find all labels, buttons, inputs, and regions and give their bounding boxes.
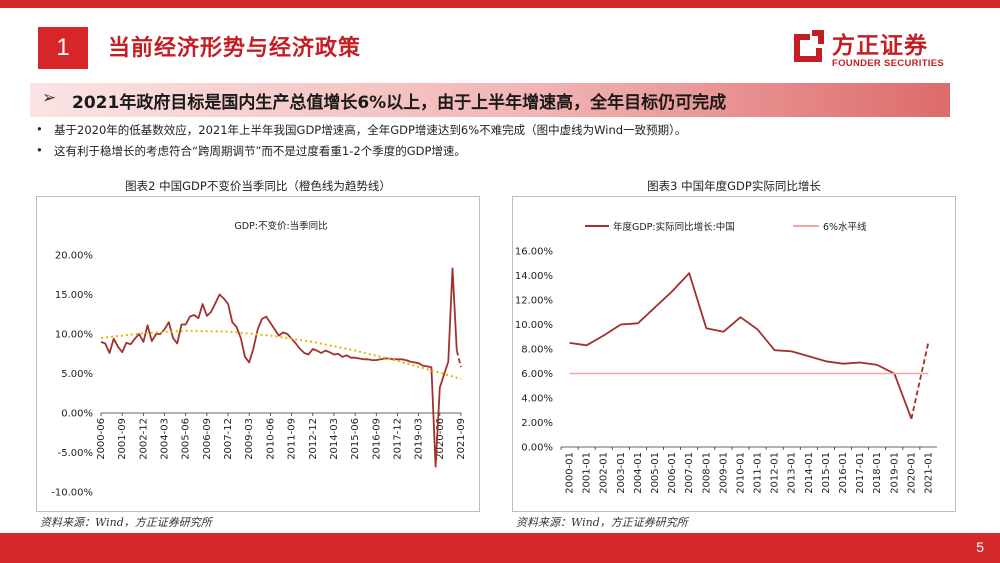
x-tick-label: 2009-01 xyxy=(718,452,729,494)
legend-label: 年度GDP:实际同比增长:中国 xyxy=(613,221,735,233)
section-number-badge: 1 xyxy=(38,27,88,69)
founder-logo-icon xyxy=(794,30,824,62)
arrow-bullet-icon: ➢ xyxy=(42,88,57,108)
x-tick-label: 2007-12 xyxy=(223,418,234,460)
x-tick-label: 2005-01 xyxy=(650,452,661,494)
y-tick-label: 20.00% xyxy=(55,251,93,262)
series-line xyxy=(100,267,458,468)
y-tick-label: 0.00% xyxy=(521,443,553,454)
top-accent-bar xyxy=(0,0,1000,8)
series-line xyxy=(100,329,462,380)
y-tick-label: 6.00% xyxy=(521,369,553,380)
y-tick-label: 0.00% xyxy=(61,409,93,420)
x-tick-label: 2013-01 xyxy=(787,452,798,494)
x-tick-label: 2000-01 xyxy=(565,452,576,494)
bullet-text: 这有利于稳增长的考虑符合“跨周期调节”而不是过度看重1-2个季度的GDP增速。 xyxy=(54,144,466,158)
x-tick-label: 2017-12 xyxy=(392,418,403,460)
x-tick-label: 2006-09 xyxy=(202,418,213,460)
logo-english-name: FOUNDER SECURITIES xyxy=(832,58,945,69)
y-tick-label: 15.00% xyxy=(55,290,93,301)
x-tick-label: 2004-01 xyxy=(633,452,644,494)
y-tick-label: 16.00% xyxy=(515,247,553,258)
headline-text: 2021年政府目标是国内生产总值增长6%以上，由于上半年增速高，全年目标仍可完成 xyxy=(72,93,727,113)
x-tick-label: 2019-01 xyxy=(889,452,900,494)
x-tick-label: 2015-06 xyxy=(350,418,361,460)
x-tick-label: 2020-06 xyxy=(435,418,446,460)
gdp-annual-chart: 年度GDP:实际同比增长:中国 6%水平线 16.00% 14.00% 12.00% 10… xyxy=(515,221,937,494)
chart-source: 资料来源：Wind，方正证券研究所 xyxy=(40,516,212,529)
x-tick-label: 2021-09 xyxy=(456,418,467,460)
headline-banner: ➢ 2021年政府目标是国内生产总值增长6%以上，由于上半年增速高，全年目标仍可… xyxy=(30,83,950,117)
footer-bar: 5 xyxy=(0,533,1000,563)
chart-source: 资料来源：Wind，方正证券研究所 xyxy=(516,516,688,529)
x-tick-label: 2001-09 xyxy=(117,418,128,460)
x-tick-label: 2014-01 xyxy=(804,452,815,494)
series-line xyxy=(910,341,930,419)
series-line xyxy=(455,350,462,368)
x-tick-label: 2001-01 xyxy=(582,452,593,494)
y-tick-label: -10.00% xyxy=(51,488,93,499)
y-tick-label: 10.00% xyxy=(55,330,93,341)
bullet-text: 基于2020年的低基数效应，2021年上半年我国GDP增速高，全年GDP增速达到… xyxy=(54,123,687,137)
x-tick-label: 2012-01 xyxy=(770,452,781,494)
gdp-quarterly-chart-frame: GDP:不变价:当季同比 20.00% 15.00% 10.00% 5.00% 0.00%… xyxy=(36,196,480,512)
chart-title: GDP:不变价:当季同比 xyxy=(234,220,327,232)
gdp-annual-chart-frame: 年度GDP:实际同比增长:中国 6%水平线 16.00% 14.00% 12.00% 10… xyxy=(512,196,956,512)
y-tick-label: 5.00% xyxy=(61,369,93,380)
x-tick-label: 2016-01 xyxy=(838,452,849,494)
bullet-dot-icon: • xyxy=(36,143,43,157)
company-logo: 方正证券 FOUNDER SECURITIES xyxy=(790,26,955,74)
x-tick-label: 2014-03 xyxy=(329,418,340,460)
x-tick-label: 2018-01 xyxy=(872,452,883,494)
x-tick-label: 2011-09 xyxy=(287,418,298,460)
x-tick-label: 2004-03 xyxy=(160,418,171,460)
logo-chinese-name: 方正证券 xyxy=(832,33,928,59)
y-tick-label: 14.00% xyxy=(515,271,553,282)
x-tick-label: 2010-06 xyxy=(265,418,276,460)
x-tick-label: 2006-01 xyxy=(667,452,678,494)
y-tick-label: 8.00% xyxy=(521,345,553,356)
x-tick-label: 2005-06 xyxy=(181,418,192,460)
x-tick-label: 2007-01 xyxy=(684,452,695,494)
x-tick-label: 2020-01 xyxy=(906,452,917,494)
x-tick-label: 2002-12 xyxy=(138,418,149,460)
gdp-quarterly-chart: GDP:不变价:当季同比 20.00% 15.00% 10.00% 5.00% 0.00%… xyxy=(51,220,467,499)
bullet-dot-icon: • xyxy=(36,122,43,136)
x-tick-label: 2012-12 xyxy=(308,418,319,460)
y-tick-label: 4.00% xyxy=(521,394,553,405)
y-tick-label: 10.00% xyxy=(515,320,553,331)
x-tick-label: 2019-03 xyxy=(414,418,425,460)
page-title: 当前经济形势与经济政策 xyxy=(108,36,362,61)
x-tick-label: 2015-01 xyxy=(821,452,832,494)
series-line xyxy=(569,272,913,420)
x-tick-label: 2008-01 xyxy=(701,452,712,494)
x-tick-label: 2009-03 xyxy=(244,418,255,460)
legend-label: 6%水平线 xyxy=(823,221,867,233)
y-tick-label: 12.00% xyxy=(515,296,553,307)
x-tick-label: 2016-09 xyxy=(371,418,382,460)
x-tick-label: 2003-01 xyxy=(616,452,627,494)
chart-caption: 图表2 中国GDP不变价当季同比（橙色线为趋势线） xyxy=(125,179,391,193)
x-tick-label: 2000-06 xyxy=(96,418,107,460)
page-number: 5 xyxy=(976,539,984,555)
x-tick-label: 2021-01 xyxy=(923,452,934,494)
x-tick-label: 2011-01 xyxy=(753,452,764,494)
chart-caption: 图表3 中国年度GDP实际同比增长 xyxy=(647,179,821,193)
x-tick-label: 2010-01 xyxy=(735,452,746,494)
y-tick-label: -5.00% xyxy=(58,448,93,459)
x-tick-label: 2017-01 xyxy=(855,452,866,494)
x-tick-label: 2002-01 xyxy=(599,452,610,494)
y-tick-label: 2.00% xyxy=(521,418,553,429)
